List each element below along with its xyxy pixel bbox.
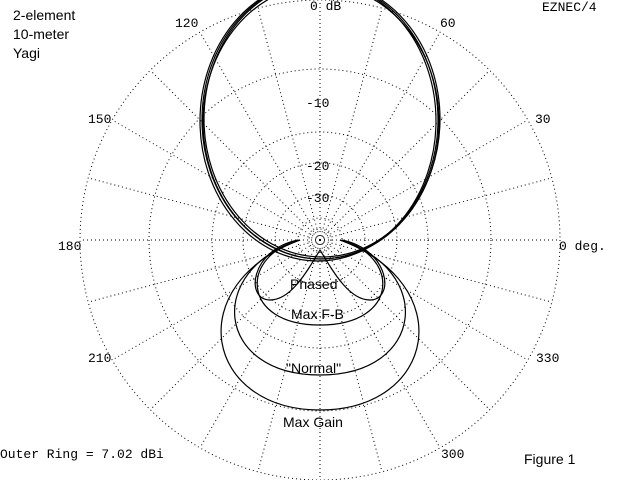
- title-line-1: 2-element: [13, 7, 76, 23]
- grid-spoke-75: [319, 8, 383, 241]
- grid-spoke-345: [319, 239, 552, 303]
- forward-lobe-1: [203, 0, 441, 258]
- grid-spoke-120: [199, 31, 321, 241]
- angle-label-0: 0 deg.: [559, 239, 606, 254]
- grid-spoke-45: [319, 69, 491, 241]
- grid-spoke-330: [319, 239, 529, 361]
- angle-label-60: 60: [440, 16, 456, 31]
- series-label-phased: Phased: [290, 276, 338, 292]
- angle-label-210: 210: [88, 351, 112, 366]
- grid-ring-6: [308, 228, 332, 252]
- grid-spoke-210: [111, 239, 321, 361]
- angle-label-30: 30: [535, 112, 551, 127]
- rear-lobe-max-gain: [220, 239, 420, 411]
- grid-spoke-165: [88, 177, 321, 241]
- grid-spoke-135: [149, 69, 321, 241]
- series-label-normal: "Normal": [286, 360, 342, 376]
- forward-lobe-2: [199, 0, 437, 262]
- grid-spoke-285: [319, 239, 383, 472]
- series-label-max-gain: Max Gain: [283, 414, 343, 430]
- rear-lobe-phased: [254, 239, 386, 301]
- radial-label-minus10: -10: [306, 96, 330, 111]
- figure-label: Figure 1: [524, 451, 576, 467]
- radial-label-minus20: -20: [306, 159, 330, 174]
- grid-spoke-300: [319, 239, 441, 449]
- radial-label-minus30: -30: [306, 191, 330, 206]
- grid-spoke-60: [319, 31, 441, 241]
- grid-spoke-255: [257, 239, 321, 472]
- angle-label-180: 180: [58, 239, 82, 254]
- grid-spoke-195: [88, 239, 321, 303]
- angle-label-150: 150: [88, 112, 112, 127]
- title-line-3: Yagi: [13, 45, 40, 61]
- grid-spoke-105: [257, 8, 321, 241]
- forward-lobe-3: [202, 0, 440, 260]
- watermark-label: EZNEC/4: [542, 0, 597, 15]
- angle-label-330: 330: [536, 351, 560, 366]
- radial-label-0db: 0 dB: [310, 0, 342, 14]
- angle-label-300: 300: [441, 447, 465, 462]
- grid-spoke-240: [199, 239, 321, 449]
- title-line-2: 10-meter: [13, 26, 70, 42]
- rear-lobe-max-fb: [256, 239, 384, 326]
- grid-ring-1: [148, 68, 492, 412]
- grid-spoke-30: [319, 119, 529, 241]
- rear-lobe-normal: [234, 239, 406, 376]
- series-label-max-fb: Max F-B: [291, 306, 344, 322]
- footer-outer-ring: Outer Ring = 7.02 dBi: [0, 447, 164, 462]
- grid-ring-0: [79, 0, 561, 480]
- grid-spoke-315: [319, 239, 491, 411]
- grid-spoke-225: [149, 239, 321, 411]
- angle-label-120: 120: [175, 16, 199, 31]
- grid-spoke-15: [319, 177, 552, 241]
